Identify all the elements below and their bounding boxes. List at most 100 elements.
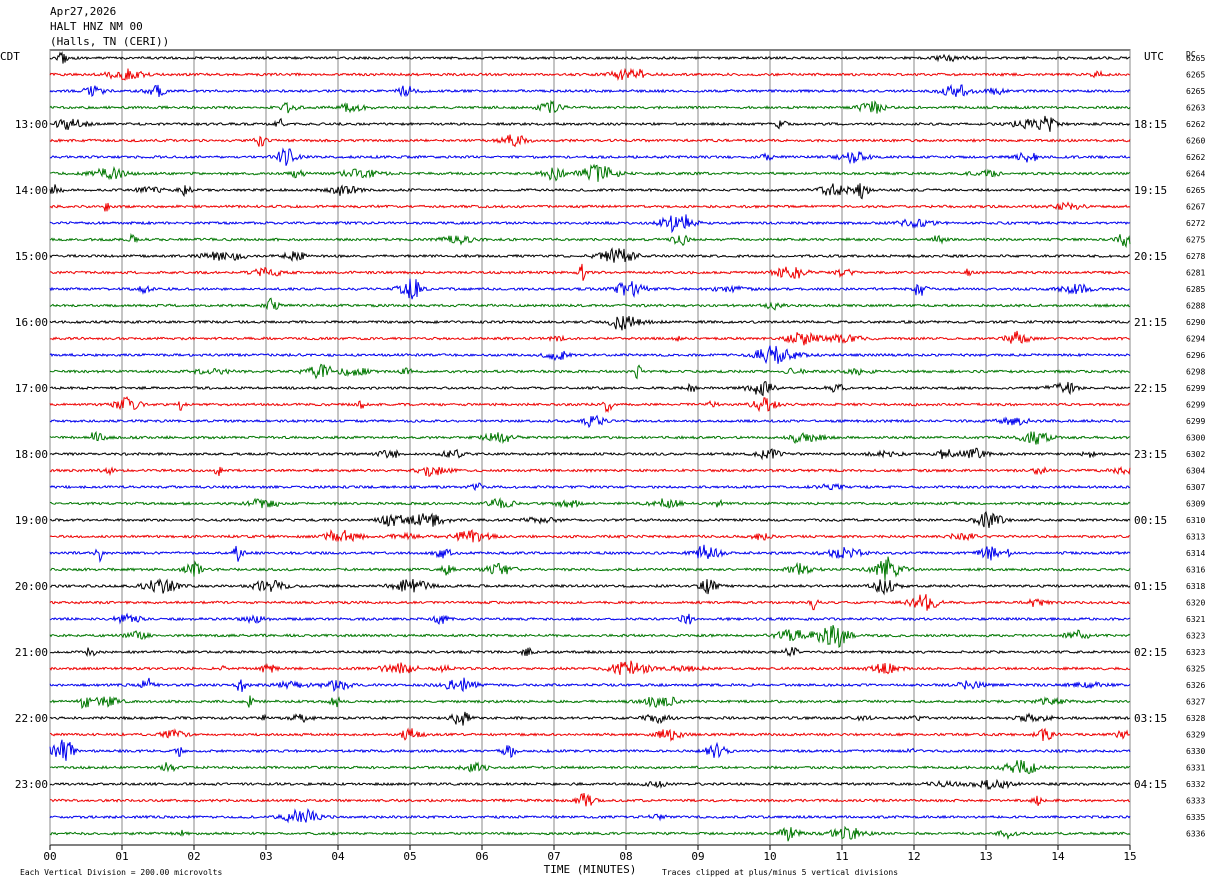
dc-label: DC — [1186, 50, 1196, 59]
dc-value: 6318 — [1186, 582, 1205, 591]
trace — [49, 695, 1131, 710]
x-tick-label: 12 — [907, 850, 920, 863]
trace — [49, 465, 1131, 477]
left-zone: CDT — [0, 50, 20, 63]
clip-note: Traces clipped at plus/minus 5 vertical … — [662, 868, 898, 877]
trace — [49, 345, 1131, 365]
trace — [49, 414, 1131, 429]
trace — [49, 739, 1131, 761]
trace — [49, 263, 1131, 281]
dc-value: 6265 — [1186, 87, 1205, 96]
dc-value: 6309 — [1186, 500, 1205, 509]
cdt-time: 22:00 — [15, 712, 48, 725]
trace — [49, 759, 1131, 775]
x-tick-label: 10 — [763, 850, 776, 863]
trace — [49, 247, 1131, 263]
x-tick-label: 03 — [259, 850, 272, 863]
dc-value: 6333 — [1186, 797, 1205, 806]
dc-value: 6299 — [1186, 417, 1205, 426]
trace — [49, 625, 1131, 648]
trace — [49, 808, 1131, 824]
utc-time: 23:15 — [1134, 448, 1167, 461]
x-tick-label: 14 — [1051, 850, 1065, 863]
dc-value: 6265 — [1186, 186, 1205, 195]
trace — [49, 163, 1131, 182]
cdt-time: 15:00 — [15, 250, 48, 263]
right-zone: UTC — [1144, 50, 1164, 63]
trace — [49, 232, 1131, 249]
trace — [49, 396, 1131, 413]
trace — [49, 793, 1130, 807]
trace — [49, 447, 1131, 461]
dc-value: 6278 — [1186, 252, 1205, 261]
trace — [49, 214, 1131, 234]
utc-time: 01:15 — [1134, 580, 1167, 593]
location: (Halls, TN (CERI)) — [50, 35, 169, 48]
trace — [49, 330, 1131, 346]
trace — [49, 677, 1131, 693]
utc-time: 19:15 — [1134, 184, 1167, 197]
trace — [49, 381, 1131, 397]
dc-value: 6330 — [1186, 747, 1205, 756]
plot-frame — [49, 49, 1131, 846]
cdt-time: 14:00 — [15, 184, 48, 197]
trace — [49, 51, 1131, 64]
trace — [49, 594, 1130, 611]
trace — [49, 660, 1131, 676]
dc-value: 6307 — [1186, 483, 1205, 492]
x-tick-label: 04 — [331, 850, 345, 863]
utc-time: 18:15 — [1134, 118, 1167, 131]
dc-value: 6299 — [1186, 401, 1205, 410]
trace — [49, 711, 1131, 726]
trace — [49, 134, 1131, 148]
dc-value: 6265 — [1186, 54, 1205, 63]
x-tick-label: 06 — [475, 850, 488, 863]
dc-value: 6281 — [1186, 269, 1205, 278]
dc-value: 6294 — [1186, 335, 1205, 344]
trace — [49, 83, 1131, 98]
dc-value: 6323 — [1186, 648, 1205, 657]
dc-value: 6262 — [1186, 120, 1205, 129]
cdt-time: 20:00 — [15, 580, 48, 593]
x-tick-label: 11 — [835, 850, 848, 863]
x-tick-label: 15 — [1123, 850, 1136, 863]
trace — [49, 646, 1131, 658]
dc-value: 6323 — [1186, 632, 1205, 641]
dc-value: 6316 — [1186, 566, 1205, 575]
dc-value: 6313 — [1186, 533, 1205, 542]
x-tick-label: 05 — [403, 850, 416, 863]
cdt-time: 23:00 — [15, 778, 48, 791]
x-tick-label: 00 — [43, 850, 56, 863]
trace — [49, 612, 1131, 625]
dc-value: 6299 — [1186, 384, 1205, 393]
dc-value: 6314 — [1186, 549, 1205, 558]
dc-value: 6327 — [1186, 698, 1205, 707]
utc-time: 22:15 — [1134, 382, 1167, 395]
x-tick-label: 07 — [547, 850, 560, 863]
cdt-time: 17:00 — [15, 382, 48, 395]
utc-time: 21:15 — [1134, 316, 1167, 329]
dc-value: 6272 — [1186, 219, 1205, 228]
x-tick-label: 13 — [979, 850, 992, 863]
trace — [49, 99, 1131, 114]
utc-time: 20:15 — [1134, 250, 1167, 263]
x-axis-title: TIME (MINUTES) — [544, 863, 637, 876]
trace — [49, 528, 1130, 543]
dc-value: 6326 — [1186, 681, 1205, 690]
dc-value: 6265 — [1186, 71, 1205, 80]
dc-value: 6336 — [1186, 830, 1205, 839]
trace — [49, 556, 1131, 581]
utc-time: 00:15 — [1134, 514, 1167, 527]
trace — [49, 67, 1131, 82]
trace — [49, 363, 1130, 380]
trace — [49, 510, 1131, 528]
x-tick-label: 02 — [187, 850, 200, 863]
cdt-time: 13:00 — [15, 118, 48, 131]
dc-value: 6325 — [1186, 665, 1205, 674]
trace — [49, 825, 1131, 842]
trace — [49, 727, 1131, 742]
trace — [49, 297, 1131, 311]
dc-value: 6288 — [1186, 302, 1205, 311]
dc-value: 6296 — [1186, 351, 1205, 360]
